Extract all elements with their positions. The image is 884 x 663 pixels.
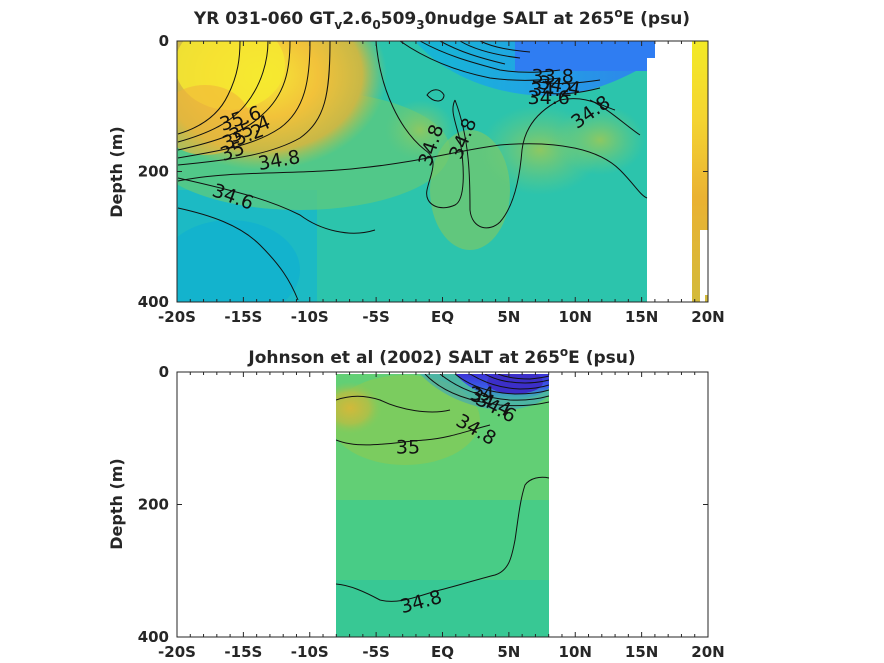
bottom-y-ticks: 0 200 400 xyxy=(138,363,708,646)
top-x-tick-label: 5N xyxy=(497,308,520,326)
bottom-x-tick-label: 5N xyxy=(497,643,520,661)
bottom-x-tick-label: -5S xyxy=(362,643,389,661)
bottom-y-tick-label: 0 xyxy=(159,363,169,381)
bottom-y-tick-label: 400 xyxy=(138,628,169,646)
top-y-tick-label: 200 xyxy=(138,163,169,181)
bottom-x-tick-label: -10S xyxy=(291,643,329,661)
top-x-tick-label: -15S xyxy=(224,308,262,326)
bottom-x-ticks: -20S -15S -10S -5S EQ 5N 10N 15N 20N xyxy=(158,372,725,661)
top-y-tick-label: 0 xyxy=(159,32,169,50)
bottom-ylabel: Depth (m) xyxy=(107,458,126,550)
top-y-tick-label: 400 xyxy=(138,293,169,311)
bottom-contour-label: 35 xyxy=(396,437,420,459)
bottom-contours xyxy=(336,374,549,602)
top-panel: YR 031-060 GTv2.6050930nudge SALT at 265… xyxy=(107,6,725,326)
bottom-title: Johnson et al (2002) SALT at 265oE (psu) xyxy=(247,345,635,368)
bottom-contour-label: 34 xyxy=(470,383,494,405)
top-ylabel: Depth (m) xyxy=(107,126,126,218)
bottom-x-tick-label: 10N xyxy=(559,643,592,661)
top-contour-label: 34.2 xyxy=(530,79,572,101)
top-x-tick-label: 20N xyxy=(691,308,724,326)
bottom-x-tick-label: EQ xyxy=(431,643,454,661)
bottom-x-tick-label: 15N xyxy=(625,643,658,661)
bottom-panel: Johnson et al (2002) SALT at 265oE (psu) xyxy=(107,345,725,661)
top-x-tick-label: -5S xyxy=(362,308,389,326)
top-x-tick-label: 15N xyxy=(625,308,658,326)
top-x-ticks: -20S -15S -10S -5S EQ 5N 10N 15N 20N xyxy=(158,41,725,326)
top-x-tick-label: -20S xyxy=(158,308,196,326)
top-contours xyxy=(177,41,648,301)
bottom-x-tick-label: -15S xyxy=(224,643,262,661)
top-contour-label: 33.8 xyxy=(532,65,574,87)
top-contour-label: 34.6 xyxy=(528,87,570,109)
top-x-tick-label: -10S xyxy=(291,308,329,326)
top-contour-labels: 35.635.435.235 34.834.634.834.833.834.434… xyxy=(209,65,614,214)
top-x-tick-label: 10N xyxy=(559,308,592,326)
bottom-x-tick-label: -20S xyxy=(158,643,196,661)
bottom-y-tick-label: 200 xyxy=(138,496,169,514)
top-field: 35.635.435.235 34.834.634.834.833.834.434… xyxy=(177,41,708,302)
top-y-ticks: 0 200 400 xyxy=(138,32,708,311)
top-x-tick-label: EQ xyxy=(431,308,454,326)
bottom-x-tick-label: 20N xyxy=(691,643,724,661)
top-title: YR 031-060 GTv2.6050930nudge SALT at 265… xyxy=(193,6,690,32)
